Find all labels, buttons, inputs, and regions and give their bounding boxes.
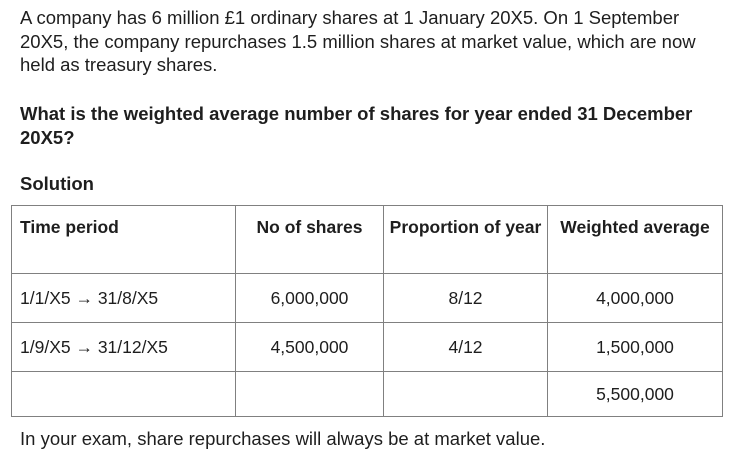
header-weighted-average: Weighted average [547,205,723,274]
header-no-of-shares: No of shares [235,205,384,274]
question-text: What is the weighted average number of s… [20,103,693,148]
proportion-cell: 8/12 [383,273,548,323]
time-period-cell: 1/1/X5 → 31/8/X5 [11,273,236,323]
empty-cell [235,371,384,417]
proportion-cell: 4/12 [383,322,548,372]
shares-cell: 6,000,000 [235,273,384,323]
table-row: 1/9/X5 → 31/12/X5 4,500,000 4/12 1,500,0… [11,322,723,372]
solution-heading: Solution [20,173,94,194]
empty-cell [11,371,236,417]
table-header-row: Time period No of shares Proportion of y… [11,205,723,274]
intro-paragraph: A company has 6 million £1 ordinary shar… [20,7,696,75]
weighted-average-cell: 4,000,000 [547,273,723,323]
total-weighted-average: 5,500,000 [547,371,723,417]
time-period-cell: 1/9/X5 → 31/12/X5 [11,322,236,372]
empty-cell [383,371,548,417]
weighted-average-cell: 1,500,000 [547,322,723,372]
header-time-period: Time period [11,205,236,274]
table-row: 1/1/X5 → 31/8/X5 6,000,000 8/12 4,000,00… [11,273,723,323]
weighted-average-table: Time period No of shares Proportion of y… [11,205,723,417]
exam-note: In your exam, share repurchases will alw… [20,428,546,449]
total-row: 5,500,000 [11,371,723,417]
header-proportion-of-year: Proportion of year [383,205,548,274]
shares-cell: 4,500,000 [235,322,384,372]
